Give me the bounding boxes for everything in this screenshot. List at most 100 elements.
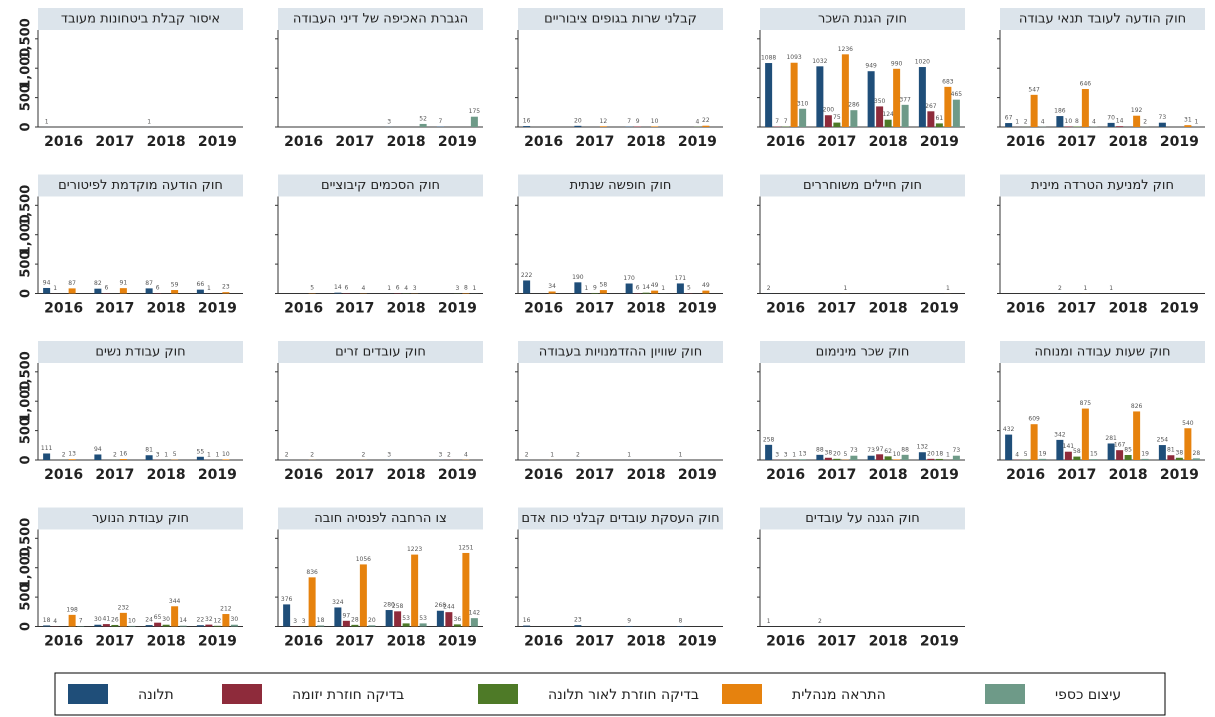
value-label: 3: [455, 285, 459, 292]
value-label: 88: [816, 446, 824, 453]
bar: [702, 290, 710, 294]
panel-title: הגברת האכיפה של דיני העבודה: [293, 12, 468, 27]
value-label: 9: [593, 284, 597, 291]
value-label: 20: [833, 450, 841, 457]
value-label: 254: [1157, 437, 1169, 444]
value-label: 6: [156, 285, 160, 292]
value-label: 9: [627, 617, 631, 624]
value-label: 12: [600, 118, 608, 125]
x-tick-label: 2019: [438, 634, 477, 650]
x-tick-label: 2016: [766, 301, 805, 317]
x-tick-label: 2018: [627, 301, 666, 317]
panel-title: חוק הגנת השכר: [818, 12, 907, 27]
x-tick-label: 2017: [335, 467, 374, 483]
bar: [154, 622, 162, 627]
value-label: 6: [344, 285, 348, 292]
panel-title: חוק עבודת הנוער: [92, 511, 189, 526]
bar: [816, 454, 824, 460]
bar: [43, 453, 51, 460]
x-tick-label: 2017: [1057, 301, 1096, 317]
value-label: 53: [419, 615, 427, 622]
bar: [944, 86, 952, 127]
value-label: 24: [145, 617, 153, 624]
value-label: 3: [784, 451, 788, 458]
value-label: 8: [678, 618, 682, 625]
x-tick-label: 2017: [575, 301, 614, 317]
x-tick-label: 2016: [1006, 301, 1045, 317]
x-tick-label: 2019: [920, 134, 959, 150]
x-tick-label: 2019: [1160, 134, 1199, 150]
x-tick-label: 2017: [575, 134, 614, 150]
bar: [222, 614, 230, 627]
value-label: 2: [1143, 118, 1147, 125]
panel-title-bar: [518, 174, 723, 197]
panel-title-bar: [518, 507, 723, 530]
value-label: 8: [1075, 118, 1079, 125]
value-label: 1: [767, 618, 771, 625]
value-label: 990: [891, 60, 903, 67]
x-tick-label: 2017: [335, 634, 374, 650]
x-tick-label: 2016: [284, 134, 323, 150]
panel-title: חוק שעות עבודה ומנוחה: [1035, 345, 1171, 360]
value-label: 52: [419, 115, 427, 122]
x-tick-label: 2017: [1057, 134, 1096, 150]
bar: [68, 614, 76, 627]
value-label: 2: [525, 451, 529, 458]
bar: [230, 624, 238, 627]
value-label: 1: [1194, 118, 1198, 125]
value-label: 7: [775, 118, 779, 125]
value-label: 2: [310, 451, 314, 458]
bar: [394, 611, 402, 627]
value-label: 10: [128, 617, 136, 624]
bar: [119, 288, 127, 294]
x-tick-label: 2016: [284, 301, 323, 317]
value-label: 286: [848, 102, 860, 109]
bar: [548, 291, 556, 294]
bar: [1005, 123, 1013, 127]
value-label: 547: [1028, 86, 1040, 93]
bar: [867, 71, 875, 127]
value-label: 65: [154, 614, 162, 621]
value-label: 34: [548, 283, 556, 290]
y-tick-label: 1,000: [19, 381, 34, 422]
value-label: 170: [623, 275, 635, 282]
value-label: 14: [642, 284, 650, 291]
panel-title-bar: [760, 8, 965, 30]
x-tick-label: 2018: [1109, 134, 1148, 150]
value-label: 4: [464, 451, 468, 458]
bar: [145, 288, 153, 294]
y-tick-label: 0: [19, 289, 34, 298]
value-label: 344: [169, 598, 181, 605]
legend-label: תלונה: [138, 687, 174, 703]
y-tick-label: 500: [19, 251, 34, 278]
bar: [952, 455, 960, 460]
value-label: 3: [387, 118, 391, 125]
value-label: 826: [1131, 403, 1143, 410]
value-label: 1: [147, 118, 151, 125]
value-label: 2: [818, 618, 822, 625]
bar: [1116, 450, 1124, 460]
value-label: 16: [523, 617, 531, 624]
x-tick-label: 2018: [1109, 301, 1148, 317]
legend-swatch: [985, 684, 1025, 704]
bar: [935, 458, 943, 460]
panel-title-bar: [38, 507, 243, 530]
value-label: 22: [197, 617, 205, 624]
bar: [816, 66, 824, 127]
x-tick-label: 2017: [817, 134, 856, 150]
value-label: 94: [94, 446, 102, 453]
bar: [833, 122, 841, 127]
value-label: 2: [447, 451, 451, 458]
panel-title-bar: [1000, 174, 1205, 197]
value-label: 540: [1182, 420, 1194, 427]
x-tick-label: 2019: [438, 134, 477, 150]
panel-title-bar: [38, 174, 243, 197]
y-tick-label: 1,500: [19, 351, 34, 392]
bar: [1064, 126, 1072, 127]
value-label: 683: [942, 78, 954, 85]
bar: [1056, 116, 1064, 127]
x-tick-label: 2019: [920, 634, 959, 650]
legend-label: בדיקה חוזרת יזומה: [292, 687, 404, 703]
value-label: 258: [763, 436, 775, 443]
value-label: 75: [833, 114, 841, 121]
